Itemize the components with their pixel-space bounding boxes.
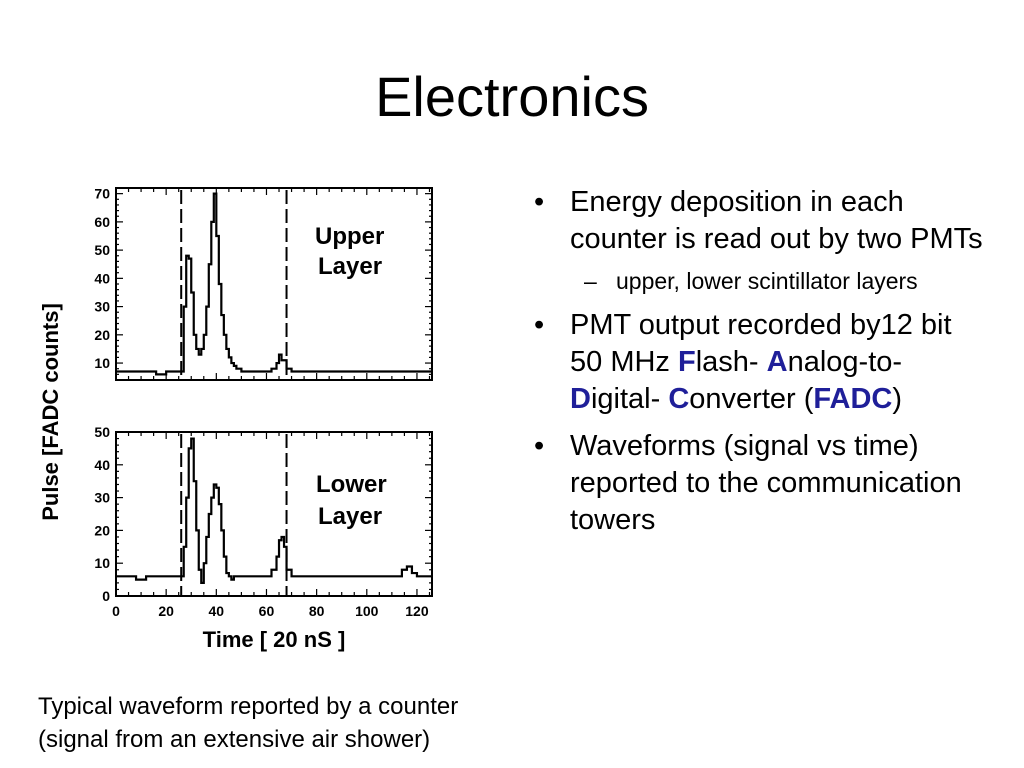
text-run: lash-	[695, 346, 759, 378]
waveform-line-upper	[116, 192, 432, 376]
bullet-marker: •	[534, 309, 545, 341]
bullet-text: Waveforms (signal vs time) reported to t…	[570, 430, 962, 536]
y-tick-label: 40	[94, 270, 110, 286]
caption-line-1: Typical waveform reported by a counter	[38, 693, 459, 720]
text-run: PMT output recorded by12 bit 50 MHz	[570, 309, 952, 378]
x-tick-label: 0	[112, 603, 120, 619]
y-axis-label: Pulse [FADC counts]	[38, 303, 63, 521]
text-run: onverter (	[689, 383, 814, 415]
sub-bullet-text: upper, lower scintillator layers	[616, 268, 918, 294]
x-tick-label: 100	[355, 603, 379, 619]
caption-line-2: (signal from an extensive air shower)	[38, 726, 431, 753]
highlight-acronym: FADC	[813, 383, 893, 415]
bullet-marker: •	[534, 430, 545, 462]
lower-layer-panel: 0 10 20 30 40 50 0 20 40 60 80 100 120	[94, 424, 433, 619]
y-tick-label: 50	[94, 424, 110, 440]
highlight-letter: A	[766, 346, 788, 378]
upper-layer-panel: 10 20 30 40 50 60 70	[94, 186, 433, 381]
text-run: nalog-to-	[787, 346, 903, 378]
text-run: igital-	[590, 383, 661, 415]
x-tick-label: 80	[309, 603, 325, 619]
plot-frame-upper	[115, 187, 433, 381]
y-tick-label: 10	[94, 555, 110, 571]
y-tick-label: 40	[94, 457, 110, 473]
bullet-item: • PMT output recorded by12 bit 50 MHz Fl…	[530, 307, 990, 418]
panel-label-lower-2: Layer	[318, 503, 382, 530]
y-tick-label: 30	[94, 299, 110, 315]
x-axis-label: Time [ 20 nS ]	[203, 627, 346, 652]
x-tick-label: 20	[158, 603, 174, 619]
bullet-marker: •	[534, 186, 545, 218]
waveform-chart: Pulse [FADC counts] 10 20 30 40 50 60 70 0 10 20…	[38, 186, 433, 652]
y-tick-label: 20	[94, 522, 110, 538]
bullet-item: • Waveforms (signal vs time) reported to…	[530, 428, 990, 539]
sub-bullet-item: – upper, lower scintillator layers	[530, 266, 990, 297]
waveform-line-lower	[116, 437, 432, 584]
highlight-letter: F	[677, 346, 696, 378]
waveform-figure: Pulse [FADC counts] 10 20 30 40 50 60 70 0 10 20…	[30, 180, 450, 660]
bullet-text: PMT output recorded by12 bit 50 MHz Flas…	[570, 309, 952, 415]
x-tick-label: 40	[209, 603, 225, 619]
y-tick-label: 10	[94, 355, 110, 371]
y-tick-label: 0	[102, 588, 110, 604]
x-tick-label: 120	[405, 603, 429, 619]
slide-title: Electronics	[375, 65, 649, 128]
y-tick-label: 70	[94, 186, 110, 202]
bullet-list: • Energy deposition in each counter is r…	[530, 184, 990, 549]
y-tick-label: 60	[94, 214, 110, 230]
figure-caption: Typical waveform reported by a counter (…	[38, 690, 558, 756]
bullet-text: Energy deposition in each counter is rea…	[570, 186, 983, 255]
plot-frame-lower	[115, 431, 433, 597]
panel-label-upper-2: Layer	[318, 253, 382, 280]
panel-label-upper-1: Upper	[315, 223, 384, 250]
highlight-letter: C	[668, 383, 690, 415]
x-tick-label: 60	[259, 603, 275, 619]
dash-marker: –	[584, 268, 597, 294]
text-run: )	[892, 383, 903, 415]
y-tick-label: 50	[94, 242, 110, 258]
y-tick-label: 20	[94, 327, 110, 343]
panel-label-lower-1: Lower	[316, 471, 387, 498]
bullet-item: • Energy deposition in each counter is r…	[530, 184, 990, 258]
highlight-letter: D	[570, 383, 591, 415]
y-tick-label: 30	[94, 490, 110, 506]
